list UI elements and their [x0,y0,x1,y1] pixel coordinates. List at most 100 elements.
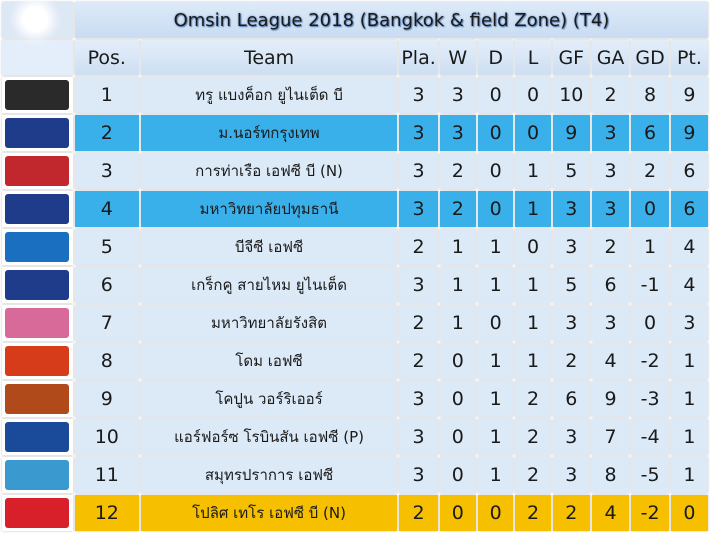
cell-pt: 1 [670,381,708,417]
cell-pt: 4 [670,267,708,303]
cell-gf: 3 [552,419,590,455]
cell-pt: 1 [670,457,708,493]
cell-gf: 3 [552,305,590,341]
cell-pos: 2 [74,115,139,151]
league-standings-table: Omsin League 2018 (Bangkok & field Zone)… [2,2,708,531]
cell-ga: 4 [591,495,630,531]
cell-pla: 3 [399,77,438,113]
cell-d: 1 [477,419,514,455]
cell-team: บีจีซี เอฟซี [140,229,398,265]
air-force-logo-icon [5,422,70,452]
cell-pt: 1 [670,343,708,379]
team-logo-cell [2,229,73,265]
light-glow-icon [22,6,48,32]
cell-pos: 6 [74,267,139,303]
cell-ga: 3 [591,305,630,341]
header-d: D [477,40,514,75]
cell-gd: -2 [631,495,669,531]
cell-team: มหาวิทยาลัยปทุมธานี [140,191,398,227]
cell-d: 0 [477,77,514,113]
police-tero-logo-icon [5,498,70,528]
table-row: 6 เกร็กคู สายไหม ยูไนเต็ด 3 1 1 1 5 6 -1 4 [2,267,708,303]
cell-l: 2 [515,457,551,493]
cell-ga: 9 [591,381,630,417]
cell-ga: 3 [591,191,630,227]
cell-d: 0 [477,305,514,341]
cell-gd: 6 [631,115,669,151]
cell-pos: 4 [74,191,139,227]
cell-team: การท่าเรือ เอฟซี บี (N) [140,153,398,189]
cell-w: 2 [439,191,476,227]
cell-w: 0 [439,419,476,455]
team-logo-cell [2,153,73,189]
header-l: L [515,40,551,75]
cell-pla: 2 [399,305,438,341]
header-pos: Pos. [74,40,139,75]
dome-fc-logo-icon [5,346,70,376]
cell-w: 0 [439,381,476,417]
samut-prakan-logo-icon [5,460,70,490]
team-logo-cell [2,77,73,113]
cell-gf: 5 [552,153,590,189]
cell-pla: 3 [399,457,438,493]
cell-gd: 2 [631,153,669,189]
cell-ga: 4 [591,343,630,379]
cell-d: 1 [477,381,514,417]
cell-pt: 9 [670,115,708,151]
team-logo-cell [2,305,73,341]
table-row: 11 สมุทรปราการ เอฟซี 3 0 1 2 3 8 -5 1 [2,457,708,493]
table-row: 12 โปลิศ เทโร เอฟซี บี (N) 2 0 0 2 2 4 -2 0 [2,495,708,531]
cell-d: 1 [477,343,514,379]
cell-team: โคปูน วอร์ริเออร์ [140,381,398,417]
port-fc-logo-icon [5,156,70,186]
cell-pos: 12 [74,495,139,531]
cell-ga: 3 [591,115,630,151]
cell-l: 2 [515,381,551,417]
title-logo-cell [2,2,73,38]
cell-l: 1 [515,191,551,227]
cell-pt: 0 [670,495,708,531]
cell-pla: 3 [399,267,438,303]
cell-w: 0 [439,495,476,531]
cell-team: ม.นอร์ทกรุงเทพ [140,115,398,151]
team-logo-cell [2,495,73,531]
cell-w: 1 [439,229,476,265]
cell-gf: 3 [552,457,590,493]
team-logo-cell [2,115,73,151]
cell-gf: 10 [552,77,590,113]
table-row: 1 ทรู แบงค็อก ยูไนเต็ด บี 3 3 0 0 10 2 8 9 [2,77,708,113]
cell-pos: 3 [74,153,139,189]
cell-gd: -1 [631,267,669,303]
cell-l: 2 [515,419,551,455]
cell-w: 3 [439,115,476,151]
table-title: Omsin League 2018 (Bangkok & field Zone)… [74,2,708,38]
header-gf: GF [552,40,590,75]
table-row: 7 มหาวิทยาลัยรังสิต 2 1 0 1 3 3 0 3 [2,305,708,341]
team-logo-cell [2,419,73,455]
cell-pos: 11 [74,457,139,493]
cell-w: 0 [439,457,476,493]
cell-pt: 9 [670,77,708,113]
cell-ga: 8 [591,457,630,493]
cell-pla: 2 [399,229,438,265]
cell-pos: 1 [74,77,139,113]
cell-gd: 8 [631,77,669,113]
cell-d: 0 [477,115,514,151]
cell-pla: 3 [399,115,438,151]
cell-l: 2 [515,495,551,531]
cell-pla: 3 [399,153,438,189]
table-row: 5 บีจีซี เอฟซี 2 1 1 0 3 2 1 4 [2,229,708,265]
cell-team: เกร็กคู สายไหม ยูไนเต็ด [140,267,398,303]
cell-gf: 5 [552,267,590,303]
cell-w: 2 [439,153,476,189]
cell-d: 0 [477,153,514,189]
cell-w: 3 [439,77,476,113]
cell-gd: -5 [631,457,669,493]
cell-pos: 9 [74,381,139,417]
cell-pos: 5 [74,229,139,265]
team-logo-cell [2,191,73,227]
cell-ga: 6 [591,267,630,303]
north-bangkok-university-logo-icon [5,118,70,148]
cell-gd: 0 [631,191,669,227]
